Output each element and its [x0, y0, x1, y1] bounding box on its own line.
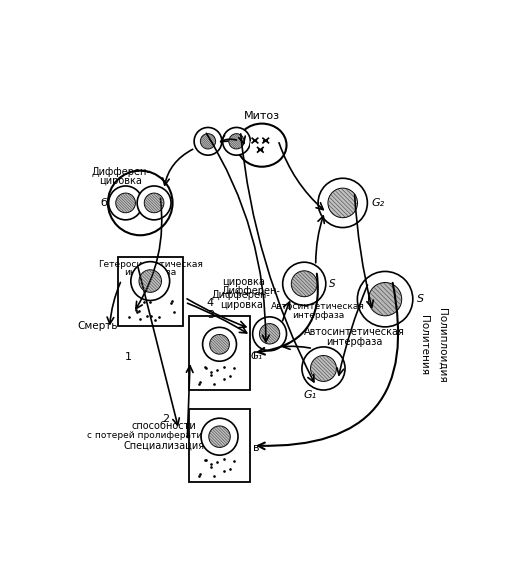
Text: Гетеросинтетическая: Гетеросинтетическая	[98, 260, 203, 269]
Text: Дифферен-: Дифферен-	[91, 167, 151, 177]
Circle shape	[210, 335, 229, 354]
Circle shape	[108, 170, 173, 235]
Circle shape	[302, 347, 345, 390]
Ellipse shape	[237, 124, 286, 167]
Text: г: г	[253, 350, 259, 360]
Circle shape	[144, 193, 164, 213]
Bar	[189, 316, 250, 390]
Text: G₁: G₁	[303, 390, 316, 400]
Circle shape	[328, 188, 358, 218]
Text: Автосинтетическая: Автосинтетическая	[304, 327, 405, 337]
Circle shape	[200, 133, 215, 149]
Text: Дифферен-: Дифферен-	[212, 290, 270, 300]
Circle shape	[318, 178, 368, 228]
Text: а: а	[256, 134, 263, 144]
Text: интерфаза: интерфаза	[292, 311, 344, 320]
Circle shape	[131, 262, 170, 300]
Text: цировка: цировка	[222, 277, 265, 287]
Circle shape	[250, 133, 274, 157]
Text: 4: 4	[207, 298, 214, 308]
Circle shape	[310, 356, 337, 381]
Text: интерфаза: интерфаза	[326, 336, 382, 346]
Text: цировка: цировка	[219, 299, 263, 310]
Circle shape	[201, 418, 238, 455]
Text: Митоз: Митоз	[244, 111, 280, 121]
Text: с потерей пролиферативной: с потерей пролиферативной	[87, 431, 226, 440]
Text: Автосинтетическая: Автосинтетическая	[271, 302, 365, 311]
Text: 3: 3	[207, 310, 214, 320]
Text: б: б	[101, 198, 107, 208]
Text: Дифферен-: Дифферен-	[222, 286, 281, 296]
Text: G₂: G₂	[371, 198, 384, 208]
Text: интерфаза: интерфаза	[124, 268, 176, 277]
Text: Специализация: Специализация	[123, 440, 205, 450]
Circle shape	[229, 133, 244, 149]
Circle shape	[291, 271, 317, 296]
Text: цировка: цировка	[100, 176, 142, 186]
Text: способности: способности	[132, 421, 196, 431]
Circle shape	[283, 262, 326, 306]
Circle shape	[223, 127, 250, 155]
Text: Смерть: Смерть	[78, 321, 118, 331]
Circle shape	[194, 127, 222, 155]
Text: G₁: G₁	[250, 351, 263, 361]
Circle shape	[253, 317, 286, 351]
Circle shape	[369, 282, 402, 316]
Circle shape	[203, 327, 236, 361]
Text: 1: 1	[125, 352, 132, 362]
Text: 2: 2	[162, 414, 169, 424]
Text: в: в	[253, 443, 259, 453]
Circle shape	[139, 270, 161, 293]
Circle shape	[357, 272, 413, 327]
Text: S: S	[417, 294, 424, 304]
Circle shape	[116, 193, 135, 213]
Bar	[189, 409, 250, 482]
Circle shape	[137, 186, 171, 220]
Text: Полиплоидия: Полиплоидия	[438, 308, 448, 383]
Circle shape	[260, 324, 280, 344]
Bar	[118, 257, 183, 326]
Circle shape	[108, 186, 142, 220]
Text: S: S	[329, 279, 336, 289]
Text: Политения: Политения	[419, 315, 429, 375]
Circle shape	[209, 426, 230, 448]
